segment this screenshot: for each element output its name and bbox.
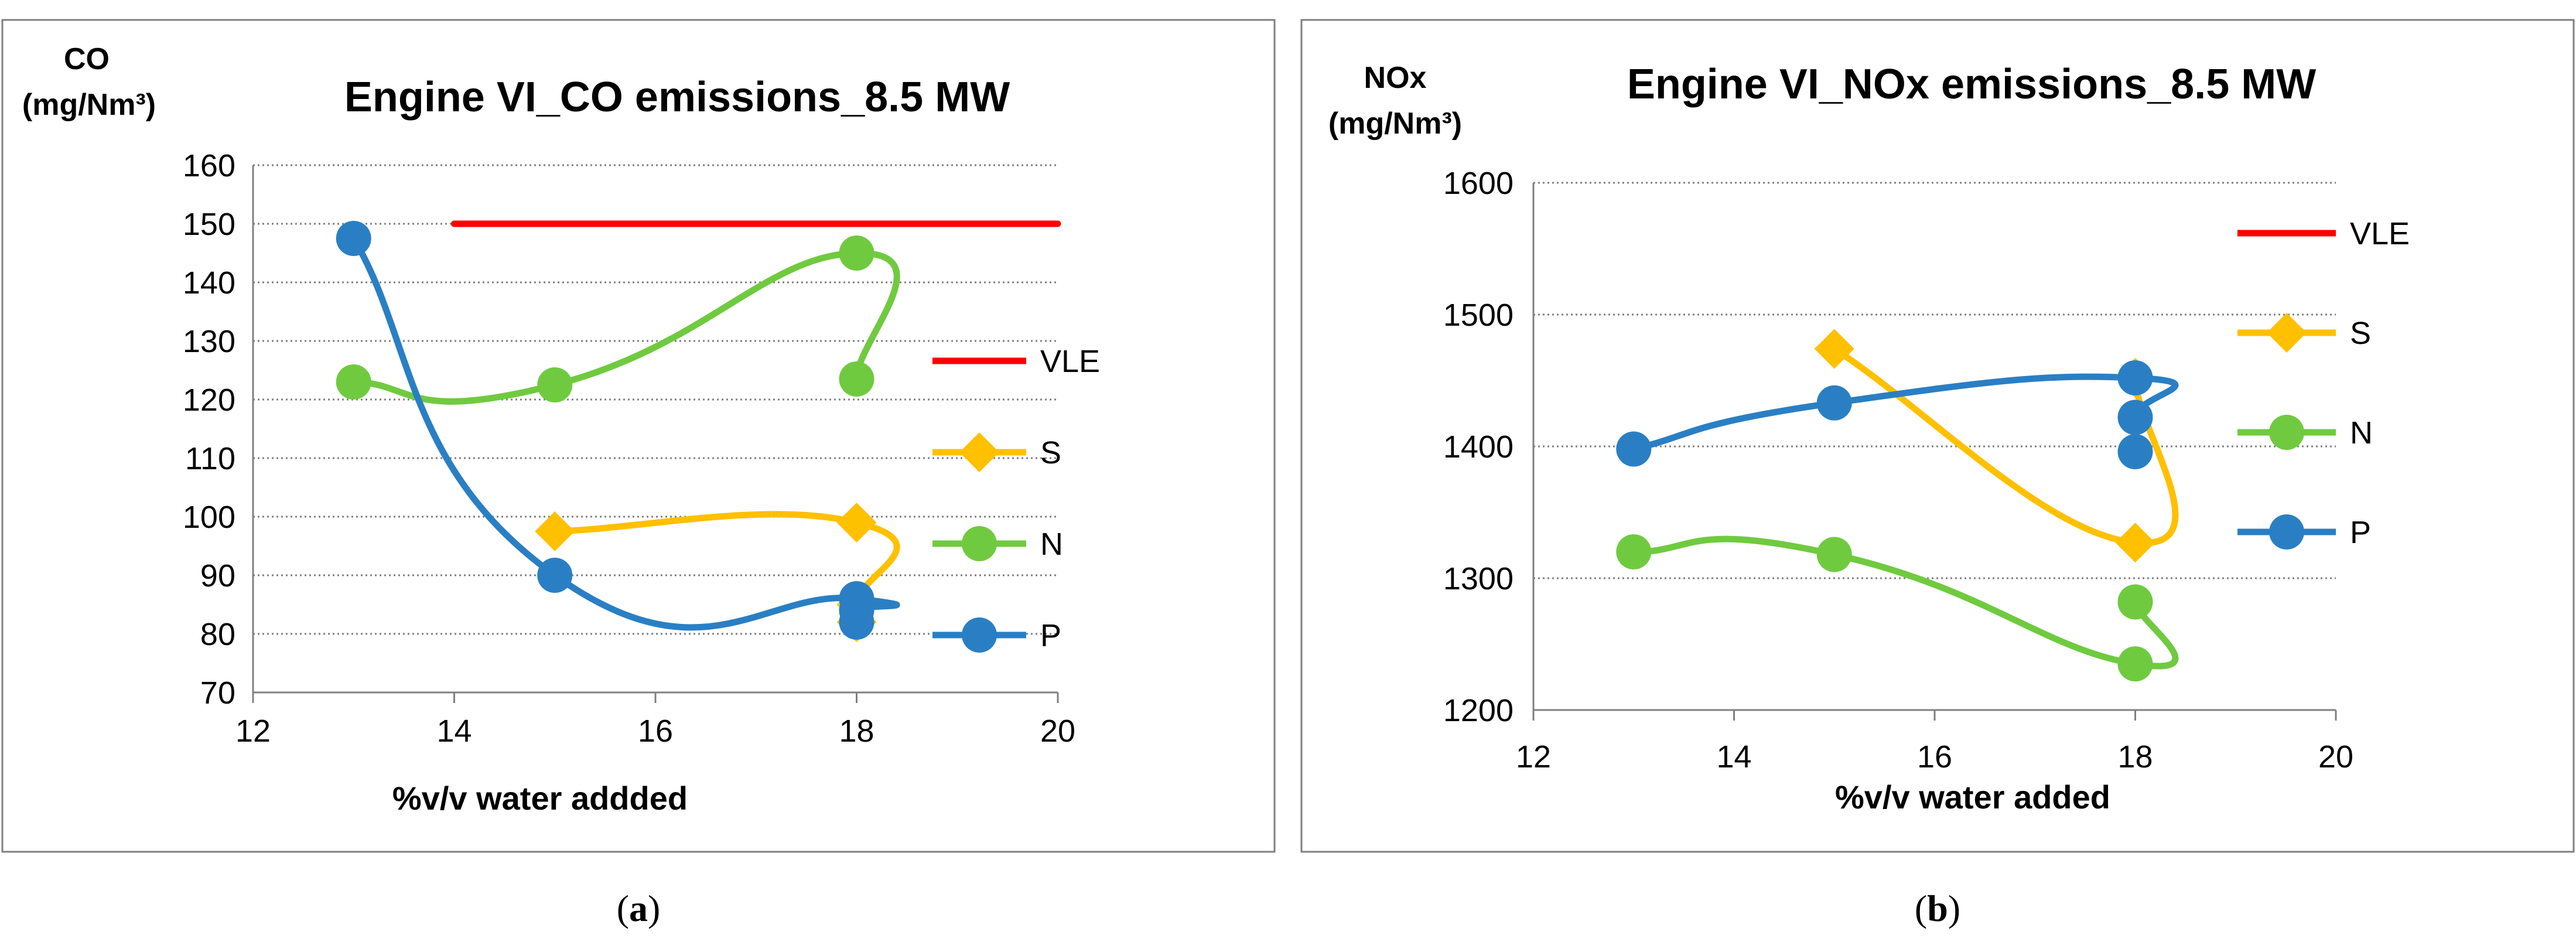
- y-tick-label: 150: [183, 207, 235, 242]
- y-tick-label: 70: [200, 675, 235, 711]
- x-tick-label: 16: [1917, 739, 1952, 774]
- caption-a: (a): [617, 888, 661, 929]
- legend-marker-n: [962, 526, 997, 561]
- series-p: [1616, 360, 2179, 469]
- data-point-s: [1814, 329, 1854, 369]
- legend-item-n: N: [2237, 415, 2373, 450]
- y-tick-label: 80: [200, 617, 235, 652]
- data-point-n: [2117, 646, 2153, 682]
- x-tick-label: 20: [1040, 714, 1075, 749]
- legend-label-p: P: [2350, 515, 2371, 550]
- legend-item-n: N: [932, 526, 1063, 562]
- data-point-p: [1816, 385, 1852, 421]
- y-tick-label: 90: [200, 558, 235, 593]
- legend-item-s: S: [932, 432, 1061, 472]
- chart-b-title: Engine VI_NOx emissions_8.5 MW: [1627, 61, 2316, 108]
- data-point-n: [839, 361, 874, 397]
- legend-label-p: P: [1040, 618, 1061, 653]
- y-tick-label: 1300: [1443, 561, 1514, 596]
- data-point-n: [1616, 534, 1652, 569]
- series-n: [336, 236, 900, 405]
- x-tick-label: 12: [1516, 739, 1551, 774]
- chart-a-title: Engine VI_CO emissions_8.5 MW: [344, 74, 1010, 121]
- legend-item-vle: VLE: [932, 344, 1100, 379]
- chart-a-frame: [1, 19, 1276, 853]
- data-point-p: [839, 605, 874, 640]
- series-line-n: [1630, 535, 2179, 670]
- data-point-p: [2117, 400, 2153, 435]
- x-tick-label: 18: [2117, 739, 2153, 774]
- x-tick-label: 12: [235, 714, 271, 749]
- y-tick-label: 1600: [1443, 166, 1514, 201]
- y-tick-label: 120: [183, 383, 235, 418]
- y-tick-label: 100: [183, 500, 235, 535]
- legend-marker-p: [962, 617, 997, 653]
- chart-a-ylabel-line2: (mg/Nm³): [22, 88, 156, 122]
- y-tick-label: 110: [185, 441, 235, 476]
- data-point-n: [839, 236, 874, 271]
- legend-item-vle: VLE: [2237, 216, 2410, 251]
- legend-marker-n: [2269, 415, 2304, 450]
- y-tick-label: 1200: [1443, 693, 1514, 728]
- x-tick-label: 18: [839, 714, 874, 749]
- data-point-n: [2117, 584, 2153, 620]
- legend-label-n: N: [1040, 527, 1063, 562]
- data-point-p: [2117, 434, 2153, 469]
- chart-b-ylabel-line1: NOx: [1364, 61, 1427, 95]
- data-point-p: [1616, 431, 1652, 467]
- legend-marker-s: [959, 432, 999, 472]
- y-tick-label: 1400: [1443, 429, 1514, 465]
- legend-label-n: N: [2350, 415, 2373, 450]
- chart-a-xlabel: %v/v water addded: [392, 780, 688, 817]
- legend-label-s: S: [2350, 316, 2371, 351]
- chart-a-plot: 70 80 90 100 110 120 130 140 150 160 12 14 16 18 20: [183, 148, 1075, 749]
- chart-b-plot: 1200 1300 1400 1500 1600 12 14 16 18 20: [1443, 166, 2353, 774]
- chart-b-xlabel: %v/v water added: [1835, 779, 2110, 815]
- data-point-s: [836, 503, 877, 542]
- chart-b-frame: [1300, 19, 2575, 853]
- series-line-n: [350, 250, 900, 405]
- data-point-p: [537, 558, 573, 593]
- y-tick-label: 1500: [1443, 298, 1514, 333]
- data-point-n: [1816, 537, 1852, 572]
- data-point-s: [535, 511, 575, 551]
- caption-b: (b): [1915, 888, 1960, 929]
- y-tick-label: 140: [183, 265, 235, 301]
- chart-b-legend: VLE S N P: [2237, 216, 2410, 550]
- data-point-n: [537, 367, 573, 402]
- y-tick-label: 160: [183, 148, 235, 183]
- data-point-p: [336, 221, 371, 256]
- legend-label-vle: VLE: [2350, 216, 2410, 251]
- legend-label-s: S: [1040, 435, 1061, 470]
- data-point-s: [2115, 523, 2155, 563]
- legend-item-p: P: [2237, 514, 2371, 550]
- series-p: [336, 221, 900, 640]
- legend-item-p: P: [932, 617, 1061, 653]
- chart-b-ylabel-line2: (mg/Nm³): [1328, 107, 1462, 141]
- legend-marker-p: [2269, 514, 2304, 550]
- x-tick-label: 14: [1716, 739, 1751, 774]
- data-point-p: [2117, 360, 2153, 395]
- y-tick-label: 130: [183, 324, 235, 359]
- x-tick-label: 20: [2318, 739, 2353, 774]
- chart-a-legend: VLE S N P: [932, 344, 1100, 653]
- legend-marker-s: [2267, 313, 2307, 353]
- x-tick-label: 16: [638, 714, 673, 749]
- x-tick-label: 14: [436, 714, 472, 749]
- chart-a-ylabel-line1: CO: [64, 42, 110, 76]
- series-n: [1616, 534, 2179, 682]
- legend-item-s: S: [2237, 313, 2371, 353]
- data-point-n: [336, 364, 371, 400]
- legend-label-vle: VLE: [1040, 344, 1100, 379]
